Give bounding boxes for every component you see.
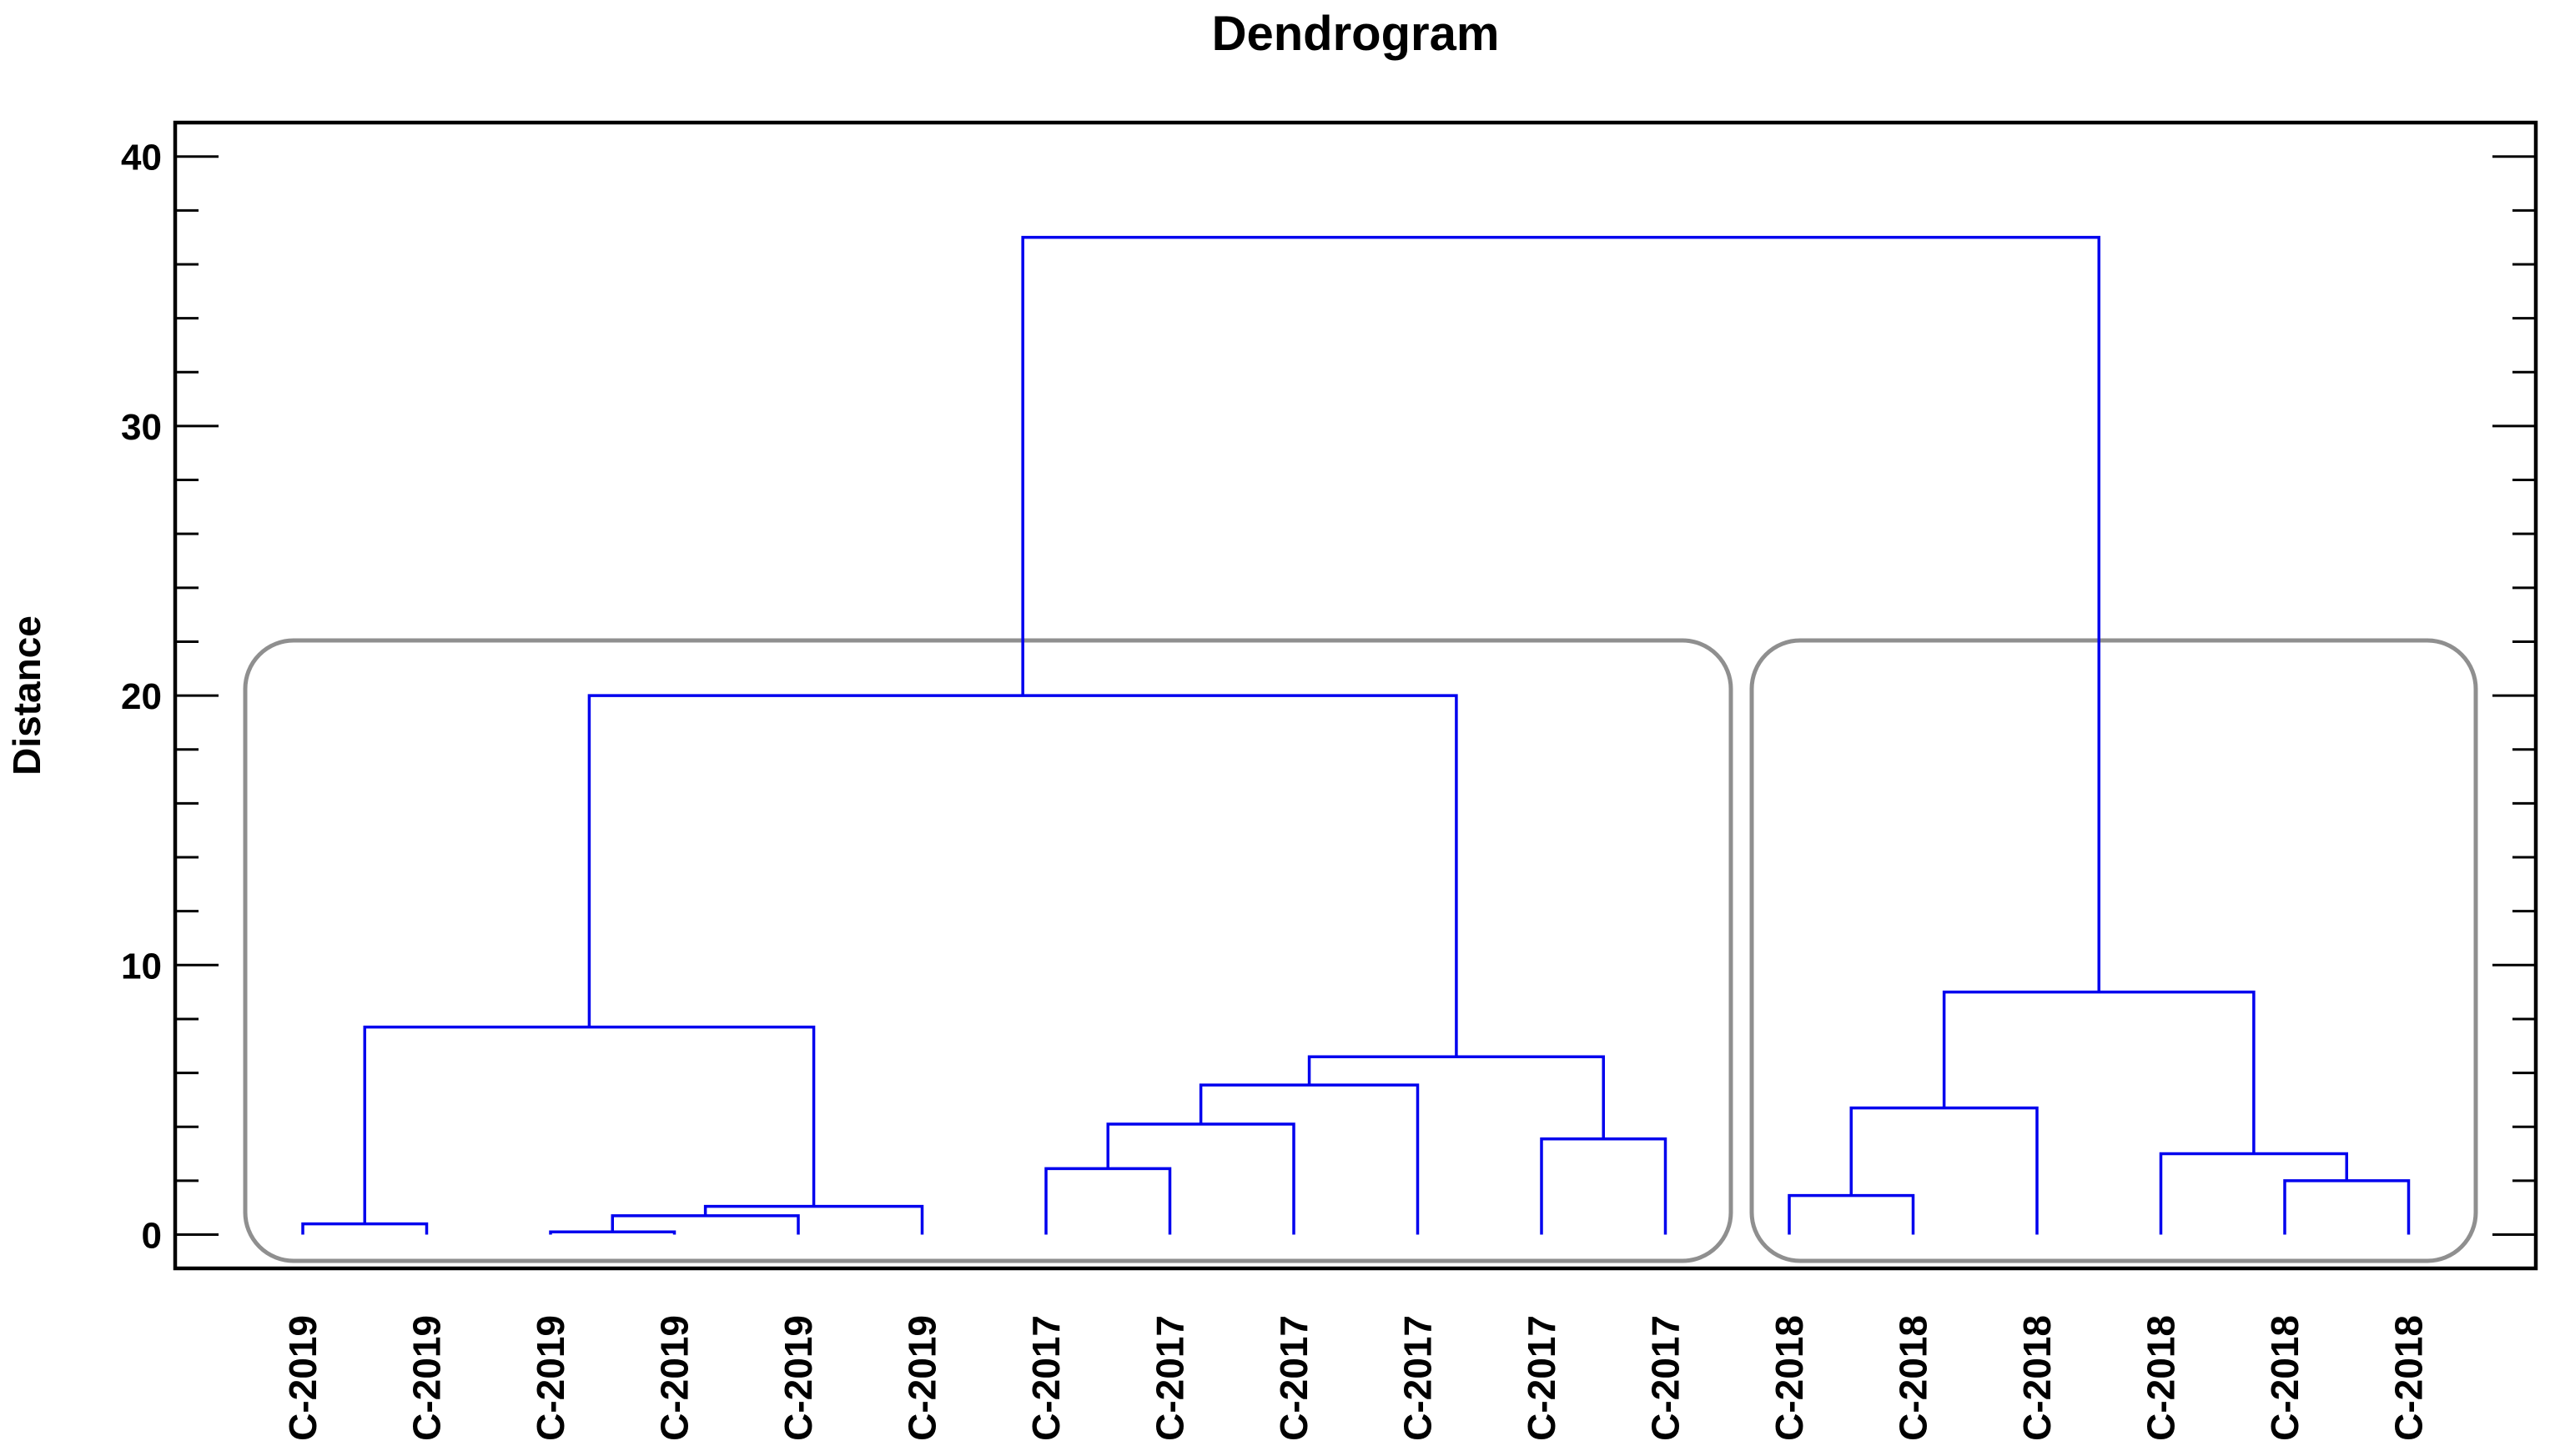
leaf-label: C-2017 bbox=[1149, 1315, 1192, 1441]
y-tick-label: 20 bbox=[121, 676, 162, 717]
leaf-label: C-2017 bbox=[1396, 1315, 1440, 1441]
chart-title: Dendrogram bbox=[1212, 7, 1500, 61]
dendrogram-link-ROOT bbox=[1021, 235, 2100, 992]
leaf-label: C-2017 bbox=[1520, 1315, 1563, 1441]
y-tick-label: 40 bbox=[121, 138, 162, 178]
dendrogram-link-RA bbox=[1788, 1193, 1915, 1235]
leaf-label: C-2019 bbox=[901, 1315, 944, 1441]
leaf-label: C-2018 bbox=[2387, 1315, 2431, 1441]
cluster-box-2 bbox=[1749, 638, 2478, 1263]
cluster-box-1 bbox=[243, 638, 1733, 1263]
dendrogram-link-B bbox=[549, 1230, 676, 1235]
y-axis-title: Distance bbox=[5, 615, 48, 776]
leaf-label: C-2019 bbox=[529, 1315, 572, 1441]
dendrogram-link-J bbox=[1307, 1055, 1605, 1139]
leaf-label: C-2019 bbox=[653, 1315, 697, 1441]
leaf-label: C-2019 bbox=[405, 1315, 449, 1441]
leaf-label: C-2018 bbox=[2263, 1315, 2306, 1441]
leaf-label: C-2018 bbox=[2140, 1315, 2183, 1441]
leaf-label: C-2019 bbox=[281, 1315, 324, 1441]
leaf-label: C-2018 bbox=[1768, 1315, 1811, 1441]
leaf-label: C-2017 bbox=[1024, 1315, 1068, 1441]
leaf-label: C-2017 bbox=[1644, 1315, 1687, 1441]
dendrogram-link-G bbox=[1106, 1122, 1295, 1235]
y-tick-label: 0 bbox=[142, 1216, 162, 1257]
dendrogram-link-RB bbox=[1849, 1106, 2039, 1235]
y-tick-label: 30 bbox=[121, 407, 162, 448]
y-tick-label: 10 bbox=[121, 946, 162, 987]
leaf-label: C-2017 bbox=[1272, 1315, 1315, 1441]
dendrogram-link-C bbox=[611, 1214, 800, 1235]
dendrogram-link-F bbox=[1044, 1167, 1172, 1235]
leaf-label: C-2019 bbox=[777, 1315, 820, 1441]
dendrogram-link-E bbox=[363, 1025, 816, 1224]
leaf-label: C-2018 bbox=[1892, 1315, 1935, 1441]
leaf-label: C-2018 bbox=[2015, 1315, 2059, 1441]
